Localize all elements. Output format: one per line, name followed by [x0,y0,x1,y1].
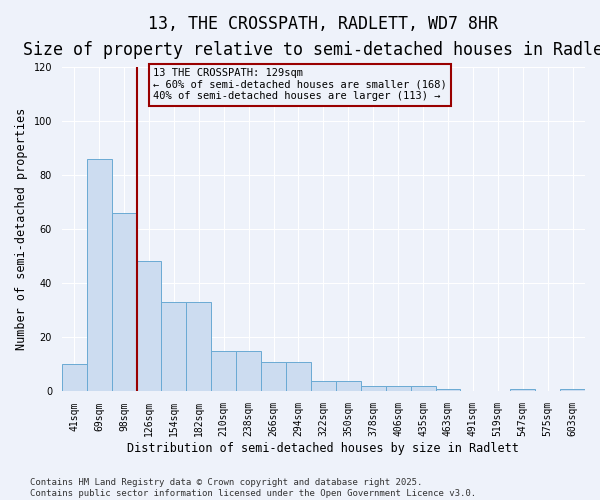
Bar [187,302,211,392]
Bar [137,262,161,392]
Text: Contains HM Land Registry data © Crown copyright and database right 2025.
Contai: Contains HM Land Registry data © Crown c… [30,478,476,498]
Bar [261,362,286,392]
Bar [211,351,236,392]
Bar [62,364,86,392]
Bar [510,389,535,392]
Bar [436,389,460,392]
Bar [161,302,187,392]
Bar [86,158,112,392]
Bar [236,351,261,392]
Bar [386,386,410,392]
Bar [112,212,137,392]
Bar [410,386,436,392]
X-axis label: Distribution of semi-detached houses by size in Radlett: Distribution of semi-detached houses by … [127,442,520,455]
Title: 13, THE CROSSPATH, RADLETT, WD7 8HR
Size of property relative to semi-detached h: 13, THE CROSSPATH, RADLETT, WD7 8HR Size… [23,15,600,60]
Text: 13 THE CROSSPATH: 129sqm
← 60% of semi-detached houses are smaller (168)
40% of : 13 THE CROSSPATH: 129sqm ← 60% of semi-d… [154,68,447,102]
Bar [286,362,311,392]
Y-axis label: Number of semi-detached properties: Number of semi-detached properties [15,108,28,350]
Bar [311,380,336,392]
Bar [336,380,361,392]
Bar [560,389,585,392]
Bar [361,386,386,392]
